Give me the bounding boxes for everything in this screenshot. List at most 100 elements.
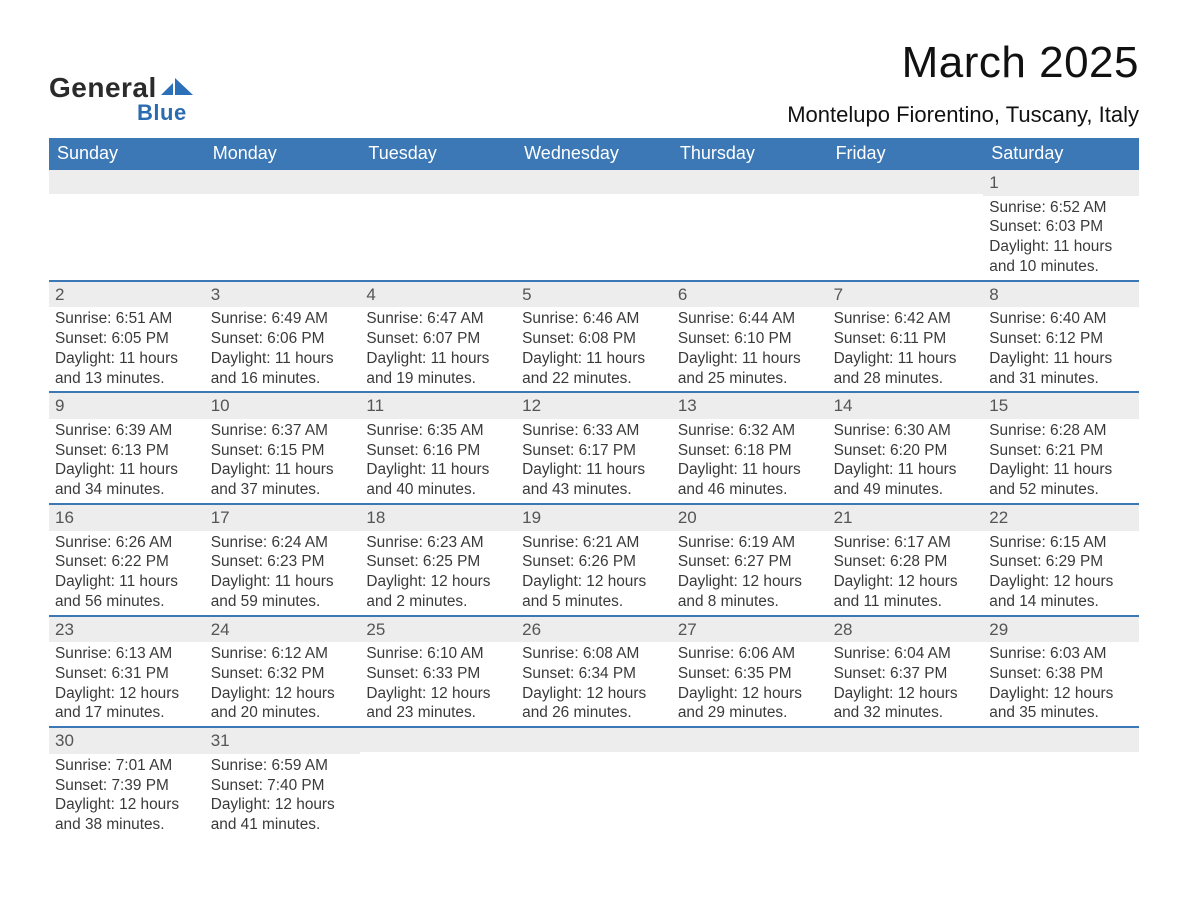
day-line: Sunset: 6:37 PM [834,664,978,684]
day-line: Sunset: 7:40 PM [211,776,355,796]
day-line: Sunset: 6:33 PM [366,664,510,684]
day-line: Sunset: 6:03 PM [989,217,1133,237]
day-line: Sunset: 6:21 PM [989,441,1133,461]
day-details: Sunrise: 6:26 AMSunset: 6:22 PMDaylight:… [49,531,205,615]
day-line: Sunrise: 6:49 AM [211,309,355,329]
calendar-day-cell: 31Sunrise: 6:59 AMSunset: 7:40 PMDayligh… [205,728,361,838]
calendar-day-cell [672,170,828,280]
day-line: Sunrise: 6:19 AM [678,533,822,553]
calendar-day-cell: 26Sunrise: 6:08 AMSunset: 6:34 PMDayligh… [516,617,672,727]
day-details: Sunrise: 6:35 AMSunset: 6:16 PMDaylight:… [360,419,516,503]
empty-day-bar [516,170,672,194]
day-line: Sunrise: 6:08 AM [522,644,666,664]
calendar-day-cell: 21Sunrise: 6:17 AMSunset: 6:28 PMDayligh… [828,505,984,615]
day-line: and 23 minutes. [366,703,510,723]
day-line: Sunset: 6:12 PM [989,329,1133,349]
day-number: 18 [360,505,516,531]
day-line: and 40 minutes. [366,480,510,500]
calendar-day-cell: 6Sunrise: 6:44 AMSunset: 6:10 PMDaylight… [672,282,828,392]
calendar-day-cell: 16Sunrise: 6:26 AMSunset: 6:22 PMDayligh… [49,505,205,615]
day-line: and 31 minutes. [989,369,1133,389]
day-line: and 2 minutes. [366,592,510,612]
day-line: Daylight: 12 hours [834,572,978,592]
day-details: Sunrise: 6:10 AMSunset: 6:33 PMDaylight:… [360,642,516,726]
calendar-week-row: 23Sunrise: 6:13 AMSunset: 6:31 PMDayligh… [49,615,1139,727]
day-line: and 13 minutes. [55,369,199,389]
calendar-header-cell: Saturday [983,138,1139,170]
day-details: Sunrise: 6:42 AMSunset: 6:11 PMDaylight:… [828,307,984,391]
day-line: Daylight: 12 hours [522,572,666,592]
day-details: Sunrise: 6:21 AMSunset: 6:26 PMDaylight:… [516,531,672,615]
day-details: Sunrise: 6:49 AMSunset: 6:06 PMDaylight:… [205,307,361,391]
day-line: Sunset: 6:05 PM [55,329,199,349]
calendar-day-cell: 20Sunrise: 6:19 AMSunset: 6:27 PMDayligh… [672,505,828,615]
day-line: Sunset: 6:22 PM [55,552,199,572]
day-line: Daylight: 11 hours [678,460,822,480]
day-number: 5 [516,282,672,308]
calendar-day-cell: 2Sunrise: 6:51 AMSunset: 6:05 PMDaylight… [49,282,205,392]
calendar-day-cell: 29Sunrise: 6:03 AMSunset: 6:38 PMDayligh… [983,617,1139,727]
calendar-day-cell: 15Sunrise: 6:28 AMSunset: 6:21 PMDayligh… [983,393,1139,503]
location-subtitle: Montelupo Fiorentino, Tuscany, Italy [787,102,1139,128]
day-details: Sunrise: 6:32 AMSunset: 6:18 PMDaylight:… [672,419,828,503]
day-line: Daylight: 11 hours [834,460,978,480]
day-line: and 11 minutes. [834,592,978,612]
day-details: Sunrise: 6:17 AMSunset: 6:28 PMDaylight:… [828,531,984,615]
day-number: 8 [983,282,1139,308]
calendar-day-cell: 9Sunrise: 6:39 AMSunset: 6:13 PMDaylight… [49,393,205,503]
day-line: Sunrise: 6:40 AM [989,309,1133,329]
day-details: Sunrise: 6:39 AMSunset: 6:13 PMDaylight:… [49,419,205,503]
calendar-day-cell [360,170,516,280]
day-line: Daylight: 12 hours [989,684,1133,704]
day-details: Sunrise: 6:04 AMSunset: 6:37 PMDaylight:… [828,642,984,726]
day-details: Sunrise: 6:19 AMSunset: 6:27 PMDaylight:… [672,531,828,615]
day-line: Sunrise: 6:04 AM [834,644,978,664]
day-line: Sunset: 7:39 PM [55,776,199,796]
day-line: and 37 minutes. [211,480,355,500]
day-number: 2 [49,282,205,308]
calendar-day-cell: 30Sunrise: 7:01 AMSunset: 7:39 PMDayligh… [49,728,205,838]
calendar-week-row: 30Sunrise: 7:01 AMSunset: 7:39 PMDayligh… [49,726,1139,838]
calendar-day-cell: 3Sunrise: 6:49 AMSunset: 6:06 PMDaylight… [205,282,361,392]
day-line: Sunset: 6:29 PM [989,552,1133,572]
day-line: and 34 minutes. [55,480,199,500]
day-line: Sunrise: 6:52 AM [989,198,1133,218]
day-line: Daylight: 11 hours [522,349,666,369]
day-line: Daylight: 12 hours [211,684,355,704]
day-number: 14 [828,393,984,419]
day-line: Sunset: 6:16 PM [366,441,510,461]
day-line: Daylight: 12 hours [989,572,1133,592]
calendar-day-cell: 1Sunrise: 6:52 AMSunset: 6:03 PMDaylight… [983,170,1139,280]
empty-day-bar [49,170,205,194]
calendar-day-cell: 25Sunrise: 6:10 AMSunset: 6:33 PMDayligh… [360,617,516,727]
calendar-day-cell: 23Sunrise: 6:13 AMSunset: 6:31 PMDayligh… [49,617,205,727]
day-line: Sunset: 6:27 PM [678,552,822,572]
day-line: and 19 minutes. [366,369,510,389]
calendar-header-cell: Sunday [49,138,205,170]
day-line: Daylight: 11 hours [55,349,199,369]
day-number: 27 [672,617,828,643]
day-details: Sunrise: 6:51 AMSunset: 6:05 PMDaylight:… [49,307,205,391]
calendar-day-cell [360,728,516,838]
day-line: Daylight: 11 hours [211,349,355,369]
day-line: and 32 minutes. [834,703,978,723]
day-number: 11 [360,393,516,419]
day-line: Sunrise: 6:46 AM [522,309,666,329]
day-number: 3 [205,282,361,308]
day-line: Sunrise: 6:17 AM [834,533,978,553]
day-line: Daylight: 11 hours [55,572,199,592]
day-line: Sunset: 6:35 PM [678,664,822,684]
calendar-day-cell [828,728,984,838]
calendar-body: 1Sunrise: 6:52 AMSunset: 6:03 PMDaylight… [49,170,1139,838]
day-line: and 59 minutes. [211,592,355,612]
day-details: Sunrise: 6:47 AMSunset: 6:07 PMDaylight:… [360,307,516,391]
empty-day-bar [828,728,984,752]
day-line: Sunrise: 6:59 AM [211,756,355,776]
day-number: 28 [828,617,984,643]
day-number: 4 [360,282,516,308]
day-details: Sunrise: 6:59 AMSunset: 7:40 PMDaylight:… [205,754,361,838]
day-line: and 14 minutes. [989,592,1133,612]
calendar-week-row: 16Sunrise: 6:26 AMSunset: 6:22 PMDayligh… [49,503,1139,615]
day-line: Daylight: 12 hours [678,684,822,704]
day-line: Sunrise: 6:32 AM [678,421,822,441]
